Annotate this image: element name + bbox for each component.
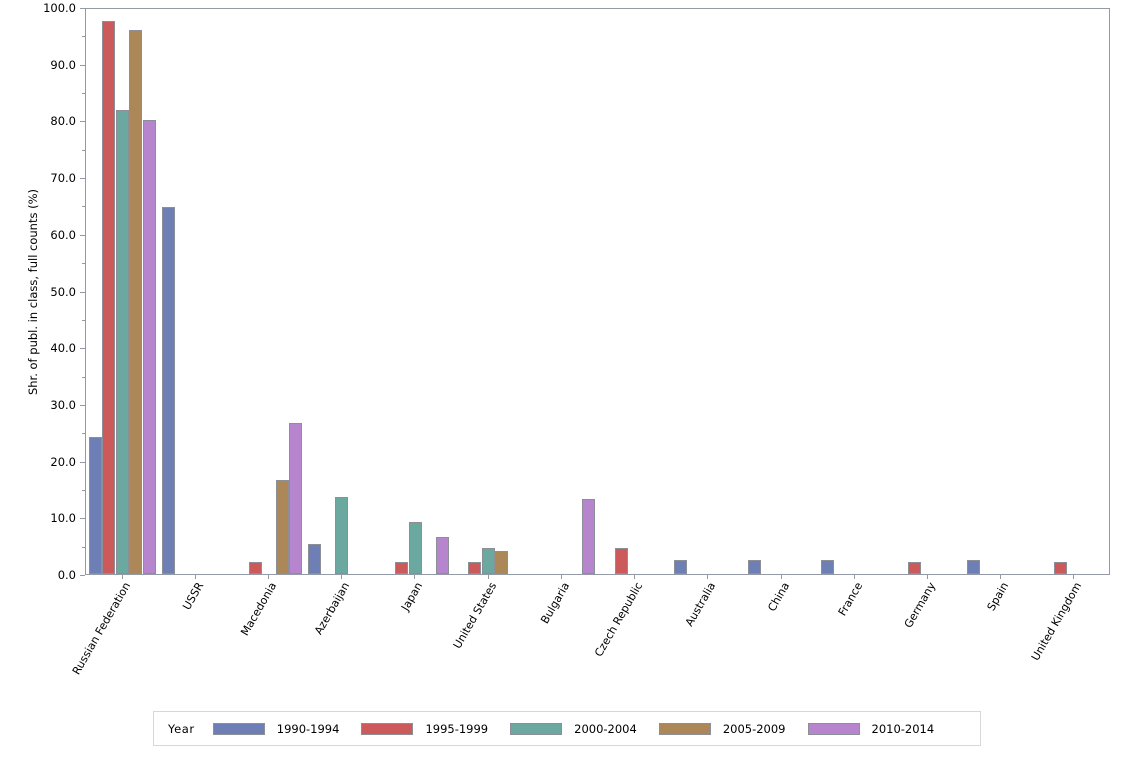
y-axis-tick-label: 90.0	[50, 57, 76, 72]
bar	[820, 559, 834, 574]
bar	[614, 548, 628, 574]
legend-swatch	[361, 722, 414, 735]
x-axis-tick-mark	[707, 575, 709, 579]
bar	[129, 29, 143, 574]
legend-entry[interactable]: 2000-2004	[510, 722, 637, 736]
y-axis-tick-label: 30.0	[50, 397, 76, 412]
bar	[395, 561, 409, 574]
y-axis-tick-mark	[80, 121, 85, 123]
y-axis-minor-tick-mark	[82, 433, 85, 435]
y-axis-tick-mark	[80, 575, 85, 576]
x-axis-tick-mark	[926, 575, 928, 579]
x-axis-tick-mark	[780, 575, 782, 579]
legend-swatch	[212, 722, 265, 735]
y-axis-tick-label: 40.0	[50, 341, 76, 356]
x-axis-tick-mark	[121, 575, 123, 579]
y-axis-minor-tick-mark	[82, 319, 85, 321]
y-axis-tick-label: 100.0	[43, 1, 76, 15]
x-axis-tick-mark	[560, 575, 562, 579]
y-axis-minor-tick-mark	[82, 546, 85, 548]
legend-entry[interactable]: 2005-2009	[658, 721, 786, 736]
x-axis-tick-mark	[634, 575, 636, 579]
bar	[308, 543, 322, 574]
bar	[674, 559, 688, 574]
y-axis-tick-mark	[80, 348, 85, 350]
x-axis-tick-mark	[1073, 575, 1075, 579]
bar	[88, 436, 102, 574]
x-axis-tick-mark	[414, 575, 416, 579]
bar	[289, 423, 303, 574]
plot-inner	[86, 9, 1109, 574]
y-axis-tick-mark	[80, 234, 85, 236]
legend-label: 2000-2004	[574, 721, 637, 736]
legend-swatch	[807, 722, 860, 735]
x-axis-tick-mark	[1000, 575, 1002, 579]
legend-swatch	[658, 722, 711, 735]
y-axis-minor-tick-mark	[82, 489, 85, 491]
bar	[747, 559, 761, 574]
bar	[408, 522, 422, 574]
x-axis-tick-mark	[268, 575, 270, 579]
bar	[335, 497, 349, 574]
legend-entry[interactable]: 2010-2014	[807, 721, 935, 736]
y-axis-tick-label: 20.0	[50, 454, 76, 469]
legend: Year 1990-1994 1995-1999 2000-2004 2005-200…	[153, 711, 981, 746]
x-axis-tick-mark	[853, 575, 855, 579]
x-axis-tick-mark	[194, 575, 196, 579]
legend-label: 2005-2009	[722, 721, 786, 736]
bar	[102, 21, 116, 574]
bar	[481, 548, 495, 574]
y-axis-minor-tick-mark	[82, 376, 85, 378]
legend-entry[interactable]: 1995-1999	[361, 722, 488, 736]
y-axis-minor-tick-mark	[82, 206, 85, 208]
bar	[435, 536, 449, 574]
y-axis-minor-tick-mark	[82, 263, 85, 265]
x-axis-tick-mark	[487, 575, 489, 579]
bar	[143, 120, 156, 574]
y-axis-tick-label: 50.0	[50, 284, 76, 299]
bar	[468, 561, 482, 574]
y-axis-tick-mark	[80, 178, 85, 180]
y-axis-tick-label: 60.0	[50, 227, 76, 242]
y-axis-tick-label: 70.0	[50, 171, 76, 186]
plot-area	[85, 8, 1110, 575]
y-axis-tick-label: 80.0	[50, 114, 76, 129]
bar	[115, 110, 129, 574]
bar	[967, 559, 981, 574]
bar	[1053, 562, 1067, 574]
legend-entry[interactable]: 1990-1994	[212, 721, 340, 736]
y-axis-tick-mark	[80, 64, 85, 66]
y-axis-tick-mark	[80, 461, 85, 463]
y-axis-tick-mark	[80, 404, 85, 406]
y-axis-tick-label: 10.0	[50, 511, 76, 526]
bar	[275, 479, 289, 574]
legend-label: 2010-2014	[871, 721, 935, 736]
y-axis-tick-mark	[80, 8, 85, 9]
y-axis-minor-tick-mark	[82, 36, 85, 38]
y-axis-tick-mark	[80, 518, 85, 520]
bar	[161, 206, 175, 574]
y-axis-tick-mark	[80, 291, 85, 293]
y-axis-tick-label: 0.0	[57, 568, 76, 582]
bar	[495, 550, 509, 574]
legend-swatch	[510, 722, 563, 735]
y-axis-minor-tick-mark	[82, 93, 85, 95]
bar	[907, 562, 921, 574]
y-axis-minor-tick-mark	[82, 149, 85, 151]
bar	[248, 561, 262, 574]
legend-label: 1990-1994	[276, 721, 340, 736]
legend-label: 1995-1999	[425, 721, 489, 736]
legend-title: Year	[168, 721, 195, 736]
x-axis-tick-mark	[341, 575, 343, 579]
bar	[582, 499, 596, 574]
legend-entries: 1990-1994 1995-1999 2000-2004 2005-2009 2010…	[212, 721, 956, 736]
